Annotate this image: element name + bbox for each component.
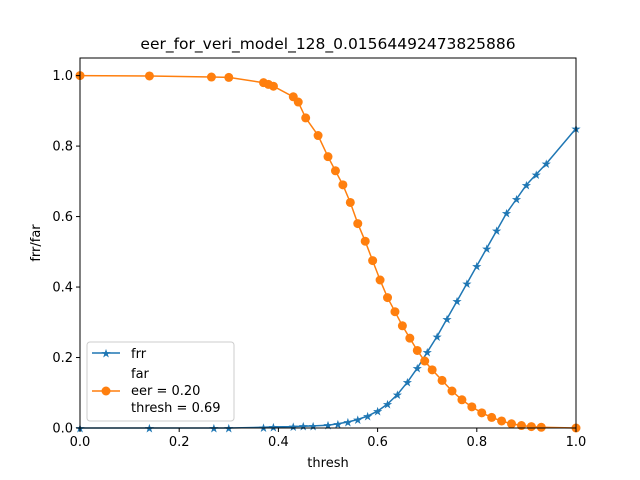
frr-point: ★ xyxy=(342,416,353,430)
far-point xyxy=(457,395,467,405)
frr-line xyxy=(80,128,577,429)
far-point xyxy=(368,256,378,266)
legend-far-marker xyxy=(101,386,111,396)
x-tick-label: 0.8 xyxy=(466,435,487,450)
legend: ★ frr far eer = 0.20 thresh = 0.69 xyxy=(86,341,235,422)
x-tick-label: 0.6 xyxy=(367,435,388,450)
x-axis-label: thresh xyxy=(307,456,348,471)
y-tick-label: 0.0 xyxy=(52,422,73,437)
frr-point: ★ xyxy=(402,376,413,390)
frr-point: ★ xyxy=(461,277,472,291)
frr-point: ★ xyxy=(323,419,334,433)
far-point xyxy=(437,375,447,385)
x-tick-label: 0.4 xyxy=(268,435,289,450)
frr-point: ★ xyxy=(501,207,512,221)
far-point xyxy=(405,333,415,343)
y-tick-label: 0.2 xyxy=(52,351,73,366)
far-point xyxy=(487,412,497,422)
legend-thresh-text: thresh = 0.69 xyxy=(131,401,221,416)
frr-point: ★ xyxy=(288,420,299,434)
frr-point: ★ xyxy=(392,388,403,402)
far-point xyxy=(383,293,393,303)
frr-point: ★ xyxy=(432,330,443,344)
far-point xyxy=(447,386,457,396)
far-point xyxy=(330,166,340,176)
axes-frame xyxy=(79,57,577,429)
far-point xyxy=(427,365,437,375)
y-axis: 0.0 0.2 0.4 0.6 0.8 1.0 xyxy=(52,69,80,437)
far-point xyxy=(323,152,333,162)
far-point xyxy=(516,421,526,431)
x-tick-label: 0.2 xyxy=(169,435,190,450)
y-tick-label: 0.4 xyxy=(52,281,73,296)
legend-far-label: far xyxy=(131,367,150,382)
frr-point: ★ xyxy=(511,192,522,206)
frr-point: ★ xyxy=(471,259,482,273)
frr-point: ★ xyxy=(308,419,319,433)
frr-point: ★ xyxy=(521,178,532,192)
frr-point: ★ xyxy=(422,346,433,360)
far-point xyxy=(353,219,363,229)
far-point xyxy=(507,419,517,429)
legend-box xyxy=(86,341,235,422)
legend-frr-marker: ★ xyxy=(101,347,112,361)
frr-point: ★ xyxy=(491,224,502,238)
chart-title: eer_for_veri_model_128_0.015644924738258… xyxy=(140,35,515,54)
legend-eer-text: eer = 0.20 xyxy=(131,384,200,399)
frr-point: ★ xyxy=(452,295,463,309)
far-point xyxy=(224,72,234,82)
far-point xyxy=(360,236,370,246)
frr-point: ★ xyxy=(412,362,423,376)
far-point xyxy=(467,402,477,412)
x-axis: 0.0 0.2 0.4 0.6 0.8 1.0 xyxy=(70,428,587,450)
far-point xyxy=(144,71,154,81)
frr-point: ★ xyxy=(268,420,279,434)
x-tick-label: 0.0 xyxy=(70,435,91,450)
far-point xyxy=(338,180,348,190)
far-point xyxy=(397,321,407,331)
frr-point: ★ xyxy=(352,413,363,427)
frr-point: ★ xyxy=(382,398,393,412)
frr-point: ★ xyxy=(442,312,453,326)
far-point xyxy=(313,131,323,141)
frr-point: ★ xyxy=(298,420,309,434)
far-point xyxy=(345,197,355,207)
far-point xyxy=(301,113,311,123)
far-point xyxy=(390,307,400,317)
far-point xyxy=(412,345,422,355)
far-point xyxy=(206,72,216,82)
x-tick-label: 1.0 xyxy=(566,435,587,450)
far-point xyxy=(497,416,507,426)
far-point xyxy=(375,275,385,285)
far-point xyxy=(526,422,536,432)
y-tick-label: 0.8 xyxy=(52,140,73,155)
far-point xyxy=(420,356,430,366)
far-point xyxy=(477,408,487,418)
frr-point: ★ xyxy=(362,410,373,424)
far-point xyxy=(268,81,278,91)
legend-frr-label: frr xyxy=(131,347,147,362)
y-tick-label: 1.0 xyxy=(52,69,73,84)
frr-point: ★ xyxy=(333,417,344,431)
frr-point: ★ xyxy=(541,157,552,171)
y-axis-label: frr/far xyxy=(29,224,44,262)
plot-area: ★★★★★★★★★★★★★★★★★★★★★★★★★★★★★★★★★ xyxy=(75,71,581,436)
y-tick-label: 0.6 xyxy=(52,210,73,225)
frr-point: ★ xyxy=(372,405,383,419)
far-point xyxy=(293,97,303,107)
far-point xyxy=(536,422,546,432)
frr-point: ★ xyxy=(531,168,542,182)
frr-point: ★ xyxy=(481,242,492,256)
